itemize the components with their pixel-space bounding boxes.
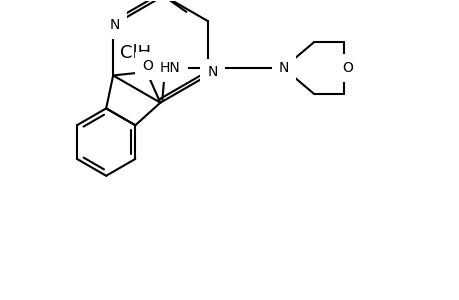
Text: O: O: [142, 59, 153, 73]
Text: HN: HN: [160, 61, 180, 75]
Text: O: O: [341, 61, 353, 75]
Text: N: N: [110, 18, 120, 32]
Text: N: N: [207, 65, 217, 80]
Text: N: N: [279, 61, 289, 75]
Text: ClH: ClH: [120, 44, 151, 62]
